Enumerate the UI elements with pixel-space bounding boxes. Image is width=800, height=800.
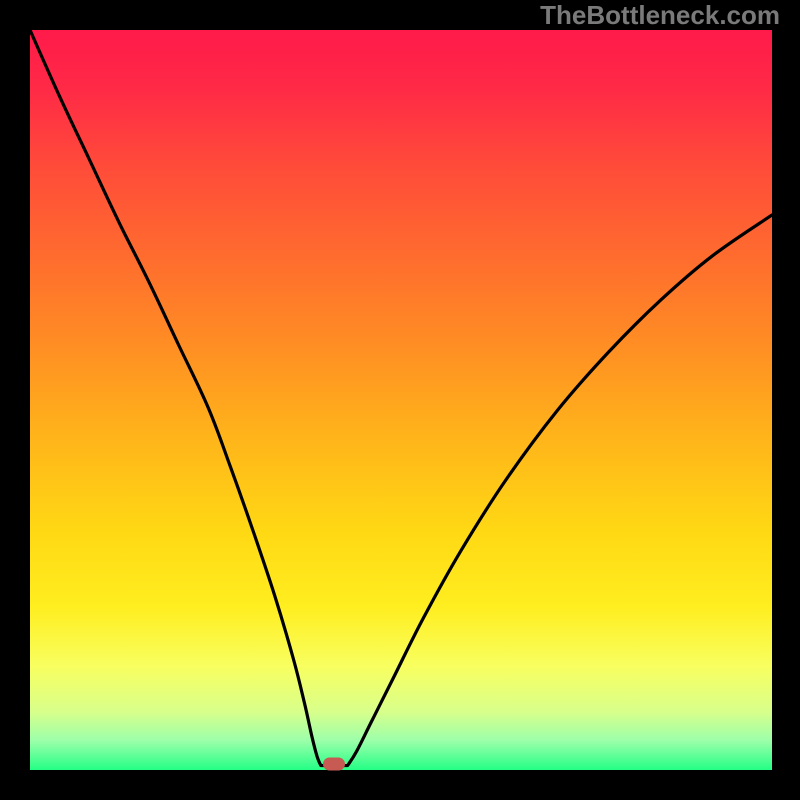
plot-area — [30, 30, 772, 770]
watermark-text: TheBottleneck.com — [540, 0, 780, 31]
curve-svg — [30, 30, 772, 770]
optimal-marker — [323, 758, 345, 771]
bottleneck-curve — [30, 30, 772, 766]
chart-frame: { "canvas": { "width": 800, "height": 80… — [0, 0, 800, 800]
